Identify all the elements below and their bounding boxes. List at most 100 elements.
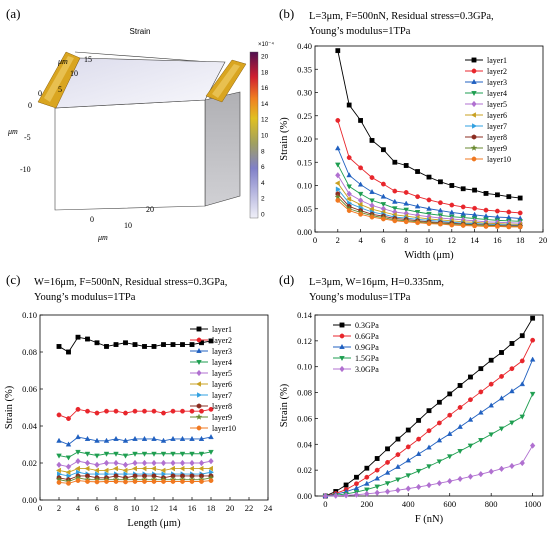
data-point	[189, 342, 195, 348]
data-point	[436, 399, 442, 405]
data-point	[160, 437, 167, 443]
data-point	[415, 468, 422, 474]
x-tick-label: 12	[448, 235, 457, 245]
panel-a-xtick: 20	[146, 205, 154, 214]
legend-marker	[339, 356, 345, 362]
data-point	[189, 435, 195, 441]
legend-label: layer1	[212, 325, 232, 334]
data-point	[364, 490, 370, 497]
data-point	[499, 374, 504, 379]
data-point	[380, 202, 387, 208]
y-tick-label: 0.04	[22, 421, 38, 431]
legend-entry: layer1	[190, 325, 232, 334]
legend-marker	[339, 322, 345, 328]
chart-d-strain-vs-force: L=3μm, W=16μm, H=0.335nm, Young’s modulus…	[279, 277, 544, 525]
panel-a-xtick: 0	[90, 215, 94, 224]
data-point	[103, 459, 110, 467]
legend-label: layer1	[487, 56, 507, 65]
series-layer3	[335, 145, 523, 221]
data-point	[364, 474, 370, 480]
panel-b: (b) L=3μm, F=500nN, Residual stress=0.3G…	[275, 0, 550, 266]
data-point	[84, 459, 91, 467]
legend-label: layer2	[487, 67, 507, 76]
legend-marker	[472, 123, 478, 129]
data-point	[150, 465, 156, 472]
x-tick-label: 18	[516, 235, 525, 245]
data-point	[188, 465, 194, 472]
legend-entry: layer9	[465, 144, 507, 153]
data-point	[415, 194, 421, 200]
data-point	[446, 430, 453, 436]
legend-marker	[471, 57, 477, 63]
legend-label: layer4	[212, 358, 232, 367]
series-line	[325, 340, 534, 497]
data-point	[405, 444, 411, 450]
x-tick-label: 18	[207, 503, 216, 513]
data-point	[472, 223, 478, 229]
x-tick-label: 2	[57, 503, 61, 513]
data-point	[189, 408, 195, 414]
x-tick-label: 16	[493, 235, 502, 245]
data-point	[84, 465, 90, 472]
data-point	[374, 456, 380, 461]
data-point	[374, 489, 380, 496]
x-tick-label: 0	[313, 235, 317, 245]
y-tick-label: 0.30	[297, 88, 312, 98]
data-point	[447, 477, 453, 485]
data-point	[94, 410, 100, 416]
legend-marker	[196, 347, 202, 353]
data-point	[416, 417, 422, 423]
data-point	[180, 342, 185, 348]
data-point	[384, 488, 391, 495]
data-point	[446, 454, 453, 460]
data-point	[499, 350, 504, 355]
data-point	[381, 181, 386, 187]
data-point	[113, 435, 119, 441]
legend-marker	[339, 365, 345, 373]
data-point	[426, 444, 432, 450]
data-point	[467, 473, 474, 480]
panel-a: (a) Strain	[0, 0, 275, 266]
data-point	[369, 188, 375, 194]
legend-label: layer3	[487, 78, 507, 87]
data-point	[207, 465, 213, 472]
data-point	[414, 203, 421, 209]
data-point	[437, 200, 443, 206]
data-point	[161, 342, 166, 348]
data-point	[199, 479, 204, 484]
legend-label: layer2	[212, 336, 232, 345]
data-point	[392, 188, 398, 194]
panel-a-axis-unit-bottom: μm	[97, 233, 108, 242]
data-point	[385, 446, 390, 452]
legend-entry: layer10	[190, 424, 236, 433]
y-tick-label: 0.14	[297, 310, 313, 320]
legend-marker	[196, 360, 202, 366]
data-point	[335, 186, 341, 192]
data-point	[180, 479, 185, 484]
data-point	[468, 374, 473, 380]
legend-marker	[196, 403, 202, 409]
data-point	[405, 457, 412, 463]
legend-entry: layer7	[190, 391, 232, 400]
data-point	[95, 471, 101, 477]
chart-subtitle: Young’s modulus=1TPa	[309, 292, 411, 303]
data-point	[498, 395, 505, 401]
series-layer10	[56, 478, 214, 486]
data-point	[457, 475, 463, 483]
data-point	[104, 344, 109, 349]
data-point	[151, 344, 157, 349]
panel-a-ytick: 0	[38, 89, 42, 98]
data-point	[208, 449, 214, 455]
legend-marker	[471, 91, 477, 97]
legend: layer1 layer2 layer3 layer4 layer5 layer6 laye…	[190, 325, 236, 433]
data-point	[457, 449, 463, 455]
data-point	[122, 467, 128, 474]
data-point	[488, 432, 494, 438]
data-point	[208, 338, 214, 344]
panel-a-front-face	[54, 99, 206, 211]
data-point	[494, 208, 500, 214]
data-point	[405, 427, 411, 433]
data-point	[384, 481, 391, 487]
data-point	[132, 408, 138, 414]
